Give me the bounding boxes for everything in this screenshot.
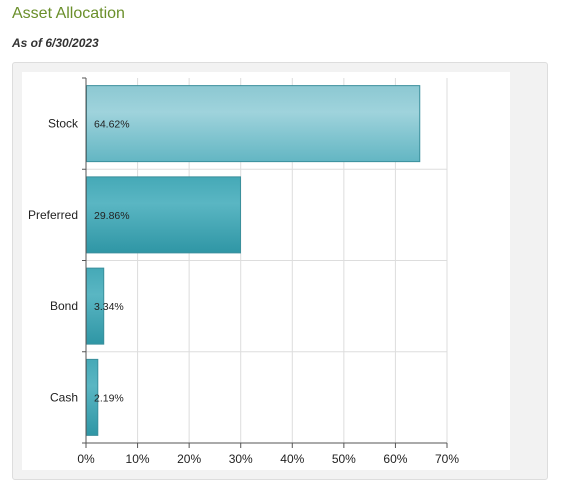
data-label: 2.19% <box>94 392 124 404</box>
axis-layer <box>82 77 448 448</box>
x-tick-label: 10% <box>126 452 150 466</box>
category-label: Preferred <box>28 208 78 222</box>
label-layer: Stock 64.62% Preferred 29.86% Bond 3.34% Cash 2… <box>28 117 459 466</box>
category-label: Bond <box>50 299 78 313</box>
data-label: 29.86% <box>94 210 130 222</box>
bar-preferred <box>86 176 241 254</box>
category-label: Cash <box>50 390 78 404</box>
category-label: Stock <box>48 117 79 131</box>
page-title: Asset Allocation <box>12 5 125 22</box>
bar-stock <box>86 85 421 163</box>
x-tick-label: 20% <box>177 452 201 466</box>
x-tick-label: 60% <box>383 452 407 466</box>
data-label: 64.62% <box>94 119 130 131</box>
x-tick-label: 30% <box>229 452 253 466</box>
x-tick-label: 70% <box>435 452 459 466</box>
bar-layer <box>86 85 421 436</box>
x-tick-label: 0% <box>77 452 95 466</box>
data-label: 3.34% <box>94 301 124 313</box>
as-of-date: As of 6/30/2023 <box>12 36 99 50</box>
x-tick-label: 50% <box>332 452 356 466</box>
x-tick-label: 40% <box>280 452 304 466</box>
